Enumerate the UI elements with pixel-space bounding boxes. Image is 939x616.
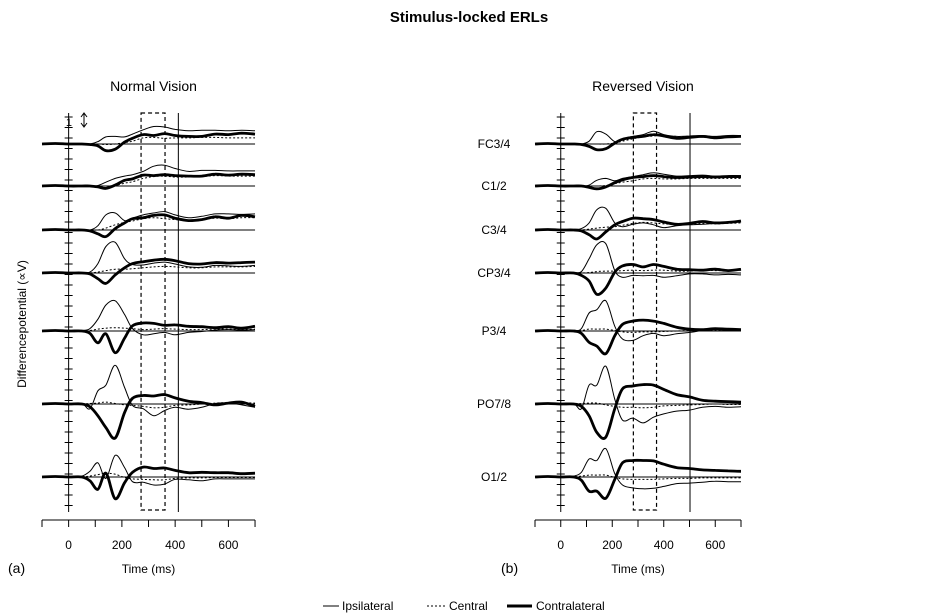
series-central <box>535 328 741 333</box>
series-ipsilateral <box>535 447 742 490</box>
series-contralateral <box>41 213 256 239</box>
x-tick-label: 400 <box>165 538 185 552</box>
series-contralateral <box>41 257 256 285</box>
panel-reversed-vision: Reversed Vision (b) 0 200 400 600 Time (ms) <box>501 78 742 576</box>
x-axis-label: Time (ms) <box>611 562 665 576</box>
channel-label-po7-8: PO7/8 <box>477 397 511 411</box>
series-central <box>42 175 255 187</box>
channel-c3-4 <box>41 211 256 239</box>
channel-c1-2 <box>534 172 742 191</box>
channel-label-c3-4: C3/4 <box>481 223 507 237</box>
legend-label-central: Central <box>449 599 488 613</box>
legend: Ipsilateral Central Contralateral <box>323 599 605 613</box>
scale-bar-arrows <box>80 112 88 128</box>
channel-o1-2 <box>41 454 256 501</box>
scale-bar-label: 1 <box>66 117 72 129</box>
series-central <box>535 134 741 145</box>
scale-bar: 1 <box>66 112 88 129</box>
x-tick-label: 200 <box>602 538 622 552</box>
series-contralateral <box>534 174 742 191</box>
series-central <box>534 221 742 231</box>
channel-p3-4 <box>41 299 256 355</box>
channel-label-fc3-4: FC3/4 <box>478 137 511 151</box>
series-contralateral <box>41 172 256 190</box>
series-contralateral <box>534 458 742 500</box>
panel-title: Normal Vision <box>110 78 197 94</box>
series-ipsilateral <box>41 211 256 231</box>
series-contralateral <box>41 131 256 153</box>
legend-label-contralateral: Contralateral <box>536 599 605 613</box>
x-tick-label: 600 <box>218 538 238 552</box>
x-tick-label: 200 <box>112 538 132 552</box>
series-central <box>535 474 741 480</box>
analysis-window <box>140 112 166 511</box>
series-contralateral <box>534 216 742 241</box>
series-contralateral <box>534 133 742 152</box>
series-central <box>535 269 742 274</box>
panel-letter: (a) <box>8 560 25 576</box>
channel-c1-2 <box>41 164 256 190</box>
channel-label-cp3-4: CP3/4 <box>477 266 511 280</box>
series-contralateral <box>534 318 742 356</box>
series-ipsilateral <box>534 365 742 424</box>
channel-label-c1-2: C1/2 <box>481 179 507 193</box>
channel-labels: FC3/4 C1/2 C3/4 CP3/4 P3/4 PO7/8 O1/2 <box>477 137 511 484</box>
figure-title: Stimulus-locked ERLs <box>390 9 548 26</box>
channel-label-p3-4: P3/4 <box>482 324 507 338</box>
channel-c3-4 <box>534 206 742 241</box>
zero-axis-ticks <box>556 116 565 506</box>
channel-cp3-4 <box>41 241 256 285</box>
channel-p3-4 <box>534 299 742 356</box>
series-central <box>41 217 256 231</box>
channel-fc3-4 <box>41 125 256 153</box>
series-central <box>535 177 741 187</box>
channel-fc3-4 <box>534 130 742 152</box>
panel-normal-vision: Normal Vision (a) 0 200 400 600 Time (ms) <box>8 78 256 576</box>
series-central <box>534 402 742 409</box>
x-tick-label: 0 <box>65 538 72 552</box>
x-tick-label: 400 <box>654 538 674 552</box>
channel-po7-8 <box>534 365 742 440</box>
series-ipsilateral <box>42 454 255 486</box>
series-contralateral <box>41 321 256 355</box>
zero-axis-ticks <box>64 116 73 506</box>
series-contralateral <box>534 383 742 440</box>
series-contralateral <box>534 263 742 296</box>
panel-title: Reversed Vision <box>592 78 694 94</box>
legend-label-ipsilateral: Ipsilateral <box>342 599 393 613</box>
series-ipsilateral <box>42 241 256 274</box>
x-tick-label: 600 <box>705 538 725 552</box>
series-contralateral <box>41 393 256 440</box>
channel-o1-2 <box>534 447 742 500</box>
channel-cp3-4 <box>534 240 742 296</box>
y-axis-label: Differencepotential (∝V) <box>15 260 29 388</box>
panel-letter: (b) <box>501 560 518 576</box>
series-ipsilateral <box>535 172 742 187</box>
channel-po7-8 <box>41 364 256 440</box>
series-contralateral <box>41 465 256 501</box>
x-axis-label: Time (ms) <box>122 562 176 576</box>
series-ipsilateral <box>41 364 256 417</box>
channel-label-o1-2: O1/2 <box>481 470 507 484</box>
x-tick-label: 0 <box>557 538 564 552</box>
